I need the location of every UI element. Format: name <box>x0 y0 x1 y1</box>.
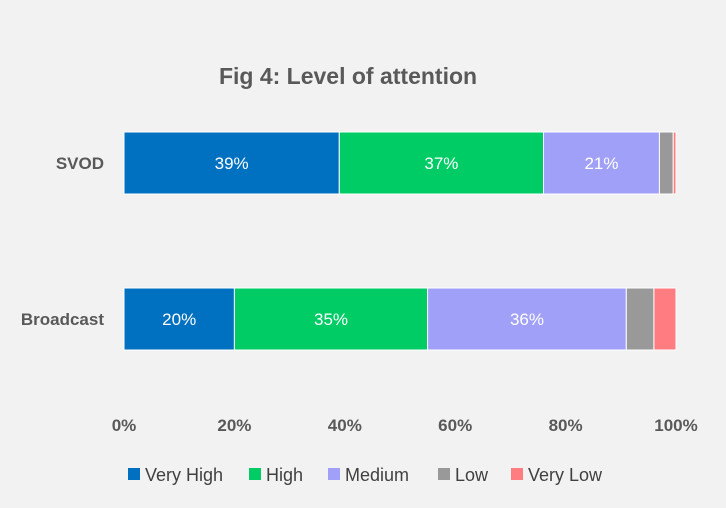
bar-segment-broadcast-medium <box>427 287 627 351</box>
legend-item-very-low: Very Low <box>511 465 603 485</box>
bar-segment-svod-very-low <box>672 131 677 195</box>
bar-segment-svod-low <box>658 131 674 195</box>
legend-label: Low <box>455 465 489 485</box>
bar-segment-broadcast-low <box>625 287 655 351</box>
legend-swatch <box>249 468 261 480</box>
category-labels: SVOD Broadcast <box>21 154 104 329</box>
data-label: 37% <box>424 154 458 173</box>
data-label: 21% <box>584 154 618 173</box>
legend-swatch <box>438 468 450 480</box>
data-label: 20% <box>162 310 196 329</box>
legend-item-medium: Medium <box>328 465 409 485</box>
data-label: 35% <box>314 310 348 329</box>
legend-label: Medium <box>345 465 409 485</box>
legend-item-high: High <box>249 465 303 485</box>
legend-label: Very High <box>145 465 223 485</box>
x-tick-label: 40% <box>328 416 362 435</box>
bar-segment-broadcast-high <box>233 287 429 351</box>
legend: Very High High Medium Low Very Low <box>128 465 603 485</box>
x-tick-label: 0% <box>112 416 137 435</box>
bar-segment-broadcast-very-high <box>123 287 235 351</box>
legend-swatch <box>128 468 140 480</box>
category-label-broadcast: Broadcast <box>21 310 104 329</box>
legend-label: Very Low <box>528 465 603 485</box>
data-label: 36% <box>510 310 544 329</box>
bar-segment-svod-high <box>338 131 545 195</box>
data-label: 39% <box>215 154 249 173</box>
legend-swatch <box>511 468 523 480</box>
x-axis-ticks: 0% 20% 40% 60% 80% 100% <box>112 416 698 435</box>
category-label-svod: SVOD <box>56 154 104 173</box>
bar-segment-svod-medium <box>543 131 660 195</box>
chart-title: Fig 4: Level of attention <box>219 63 477 89</box>
legend-label: High <box>266 465 303 485</box>
x-tick-label: 20% <box>217 416 251 435</box>
legend-item-very-high: Very High <box>128 465 223 485</box>
bar-segment-svod-very-high <box>123 131 340 195</box>
bar-segment-broadcast-very-low <box>653 287 677 351</box>
legend-item-low: Low <box>438 465 489 485</box>
x-tick-label: 80% <box>549 416 583 435</box>
legend-swatch <box>328 468 340 480</box>
x-tick-label: 100% <box>654 416 697 435</box>
x-tick-label: 60% <box>438 416 472 435</box>
bars: 39% 37% 21% 20% 35% 36% <box>123 131 677 351</box>
